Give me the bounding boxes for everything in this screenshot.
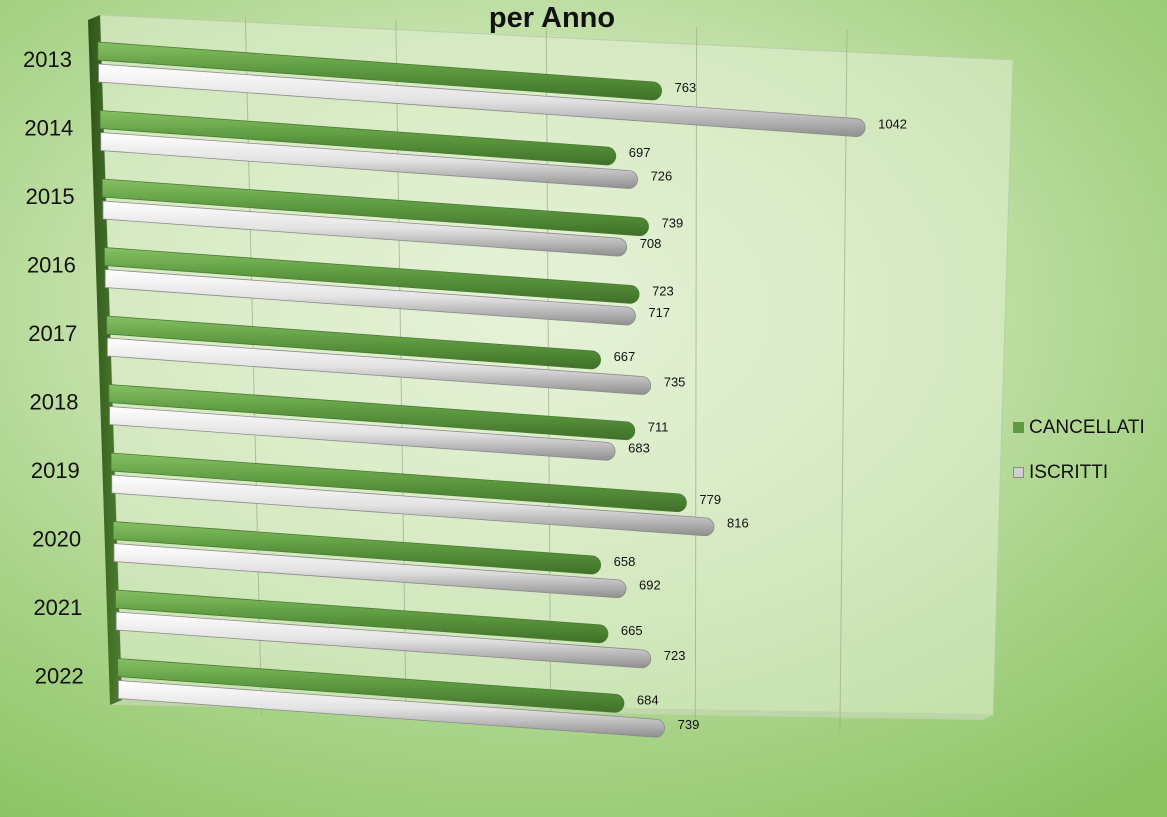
value-label-cancellati-2021: 665 xyxy=(621,623,643,638)
value-label-cancellati-2013: 763 xyxy=(675,80,697,95)
bar-iscritti-2013 xyxy=(98,63,866,137)
bar-cancellati-2019 xyxy=(110,452,687,513)
year-label-2021: 2021 xyxy=(33,595,82,620)
year-label-2020: 2020 xyxy=(32,527,81,552)
value-label-iscritti-2022: 739 xyxy=(678,717,700,732)
year-label-2019: 2019 xyxy=(31,458,80,483)
bar-iscritti-2017 xyxy=(106,337,652,395)
bar-iscritti-2021 xyxy=(115,611,652,669)
value-label-iscritti-2018: 683 xyxy=(628,440,650,455)
bar-iscritti-2020 xyxy=(113,543,627,599)
legend: CANCELLATI ISCRITTI xyxy=(1013,414,1145,504)
bar-cancellati-2017 xyxy=(106,315,601,370)
value-label-cancellati-2020: 658 xyxy=(614,554,636,569)
value-label-iscritti-2013: 1042 xyxy=(878,117,907,132)
bar-cancellati-2022 xyxy=(117,658,625,713)
value-label-iscritti-2016: 717 xyxy=(648,305,670,320)
year-label-2014: 2014 xyxy=(24,116,73,141)
value-label-cancellati-2016: 723 xyxy=(652,283,674,298)
bar-cancellati-2016 xyxy=(104,247,640,304)
value-label-cancellati-2017: 667 xyxy=(614,349,636,364)
bar-cancellati-2018 xyxy=(108,384,636,441)
year-label-2015: 2015 xyxy=(26,184,75,209)
value-label-iscritti-2017: 735 xyxy=(664,374,686,389)
legend-swatch-iscritti xyxy=(1013,467,1024,478)
value-label-cancellati-2015: 739 xyxy=(662,216,684,231)
value-label-iscritti-2021: 723 xyxy=(664,648,686,663)
year-label-2016: 2016 xyxy=(27,253,76,278)
legend-item-iscritti: ISCRITTI xyxy=(1013,459,1145,486)
gridline-1000 xyxy=(839,29,848,733)
value-label-cancellati-2019: 779 xyxy=(699,492,721,507)
bar-cancellati-2021 xyxy=(115,589,609,644)
bar-iscritti-2019 xyxy=(111,474,715,537)
year-label-2017: 2017 xyxy=(28,321,77,346)
year-label-2022: 2022 xyxy=(35,664,84,689)
bar-iscritti-2015 xyxy=(102,200,628,257)
value-label-cancellati-2014: 697 xyxy=(629,145,651,160)
year-label-2013: 2013 xyxy=(23,47,72,72)
bar-cancellati-2015 xyxy=(101,178,649,237)
bars xyxy=(97,41,866,738)
value-label-cancellati-2018: 711 xyxy=(648,420,669,435)
value-label-cancellati-2022: 684 xyxy=(637,692,659,707)
labels: 2013763104220146977262015739708201672371… xyxy=(23,47,907,732)
legend-label-iscritti: ISCRITTI xyxy=(1029,461,1109,483)
bar-cancellati-2014 xyxy=(99,110,617,166)
legend-label-cancellati: CANCELLATI xyxy=(1029,416,1145,438)
value-label-iscritti-2019: 816 xyxy=(727,516,749,531)
bar-cancellati-2013 xyxy=(97,41,662,101)
legend-item-cancellati: CANCELLATI xyxy=(1013,414,1145,441)
value-label-iscritti-2014: 726 xyxy=(651,169,673,184)
value-label-iscritti-2015: 708 xyxy=(640,236,662,251)
year-label-2018: 2018 xyxy=(30,390,79,415)
bar-iscritti-2016 xyxy=(104,269,636,326)
bar-iscritti-2014 xyxy=(100,132,638,189)
bar-cancellati-2020 xyxy=(112,521,602,575)
chart-title: per Anno xyxy=(489,2,615,34)
value-label-iscritti-2020: 692 xyxy=(639,578,661,593)
legend-swatch-cancellati xyxy=(1013,422,1024,433)
bar-iscritti-2018 xyxy=(109,406,616,461)
bar-iscritti-2022 xyxy=(117,680,666,738)
gridline-800 xyxy=(694,26,698,729)
